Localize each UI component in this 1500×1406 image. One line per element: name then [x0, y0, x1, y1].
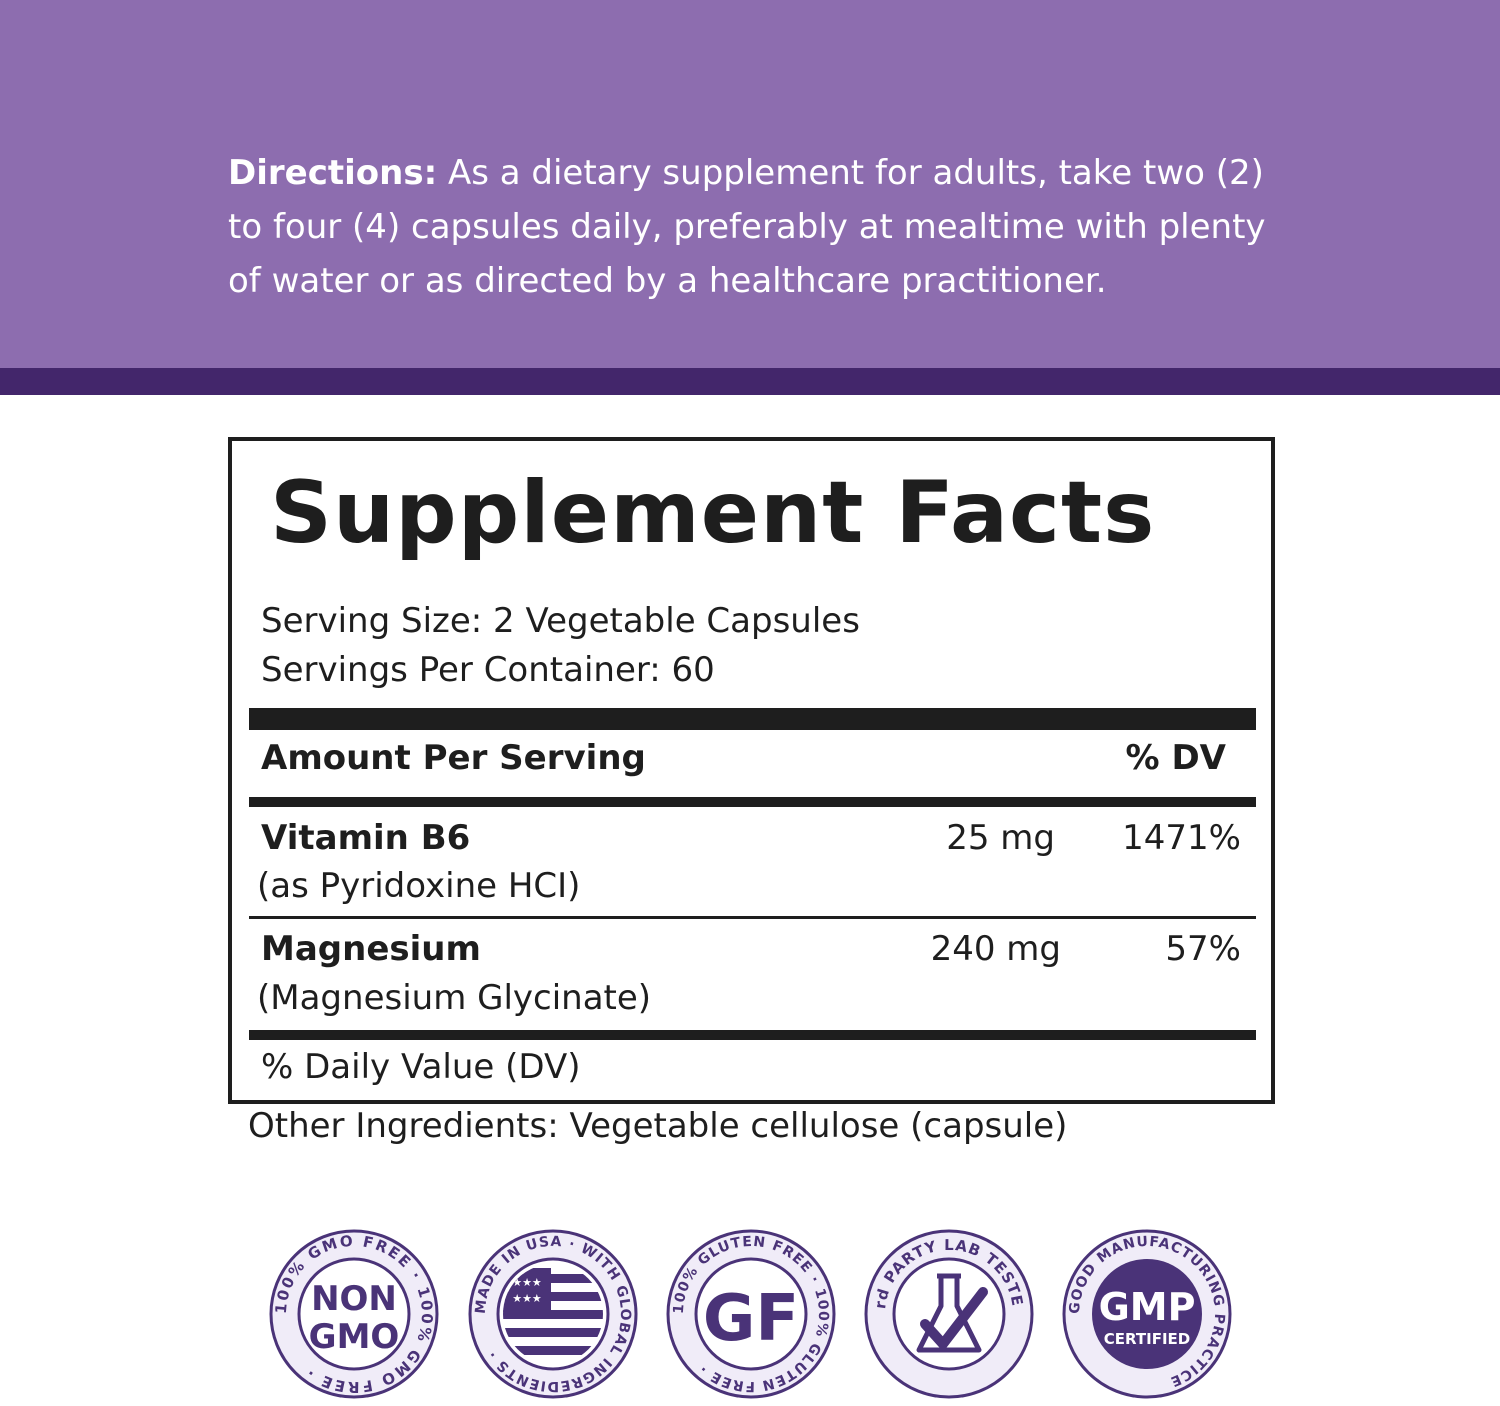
amount-per-serving-header: Amount Per Serving — [261, 738, 646, 778]
badge-center-text: CERTIFIED — [1104, 1330, 1190, 1348]
directions-text: Directions: As a dietary supplement for … — [228, 146, 1288, 308]
nutrient-form: (as Pyridoxine HCI) — [257, 866, 581, 906]
flask-check-icon — [916, 1273, 988, 1353]
nutrient-amount: 25 mg — [946, 818, 1055, 858]
non-gmo-badge-icon: 100% GMO FREE · 100% GMO FREE · NON GMO — [268, 1228, 440, 1400]
gluten-free-badge-icon: 100% GLUTEN FREE · 100% GLUTEN FREE · GF — [665, 1228, 837, 1400]
lab-tested-badge-icon: 3rd PARTY LAB TESTED — [863, 1228, 1035, 1400]
badge-center-text: NON — [311, 1279, 397, 1319]
badge-center-text: GF — [703, 1282, 799, 1356]
directions-band — [0, 0, 1500, 368]
dv-header: % DV — [1125, 738, 1226, 778]
thin-rule — [249, 916, 1256, 919]
made-in-usa-badge-icon: MADE IN USA · WITH GLOBAL INGREDIENTS · … — [467, 1228, 639, 1400]
svg-text:★★★: ★★★ — [512, 1292, 542, 1305]
nutrient-dv: 1471% — [1122, 818, 1241, 858]
nutrient-name: Magnesium — [261, 929, 481, 969]
certification-badges: 100% GMO FREE · 100% GMO FREE · NON GMO … — [0, 1228, 1500, 1406]
nutrient-form: (Magnesium Glycinate) — [257, 978, 652, 1018]
directions-label: Directions: — [228, 153, 438, 193]
flag-icon: ★★★ ★★★ — [503, 1268, 603, 1360]
gmp-badge-icon: GOOD MANUFACTURING PRACTICE GMP CERTIFIE… — [1061, 1228, 1233, 1400]
other-ingredients: Other Ingredients: Vegetable cellulose (… — [248, 1106, 1068, 1146]
badge-center-text: GMO — [309, 1317, 400, 1357]
thick-rule-top — [249, 708, 1256, 730]
thick-rule-header — [249, 797, 1256, 807]
daily-value-footnote: % Daily Value (DV) — [261, 1047, 581, 1087]
badge-center-text: GMP — [1099, 1285, 1196, 1329]
supplement-facts-panel: Supplement Facts Serving Size: 2 Vegetab… — [228, 437, 1275, 1104]
directions-body: As a dietary supplement for adults, take… — [228, 153, 1266, 301]
thick-rule-bottom — [249, 1030, 1256, 1040]
facts-title: Supplement Facts — [270, 463, 1156, 563]
serving-size: Serving Size: 2 Vegetable Capsules — [261, 601, 860, 641]
nutrient-amount: 240 mg — [930, 929, 1061, 969]
servings-per-container: Servings Per Container: 60 — [261, 650, 715, 690]
nutrient-name: Vitamin B6 — [261, 818, 471, 858]
nutrient-dv: 57% — [1165, 929, 1241, 969]
svg-text:★★★: ★★★ — [512, 1276, 542, 1289]
band-divider-stripe — [0, 368, 1500, 395]
